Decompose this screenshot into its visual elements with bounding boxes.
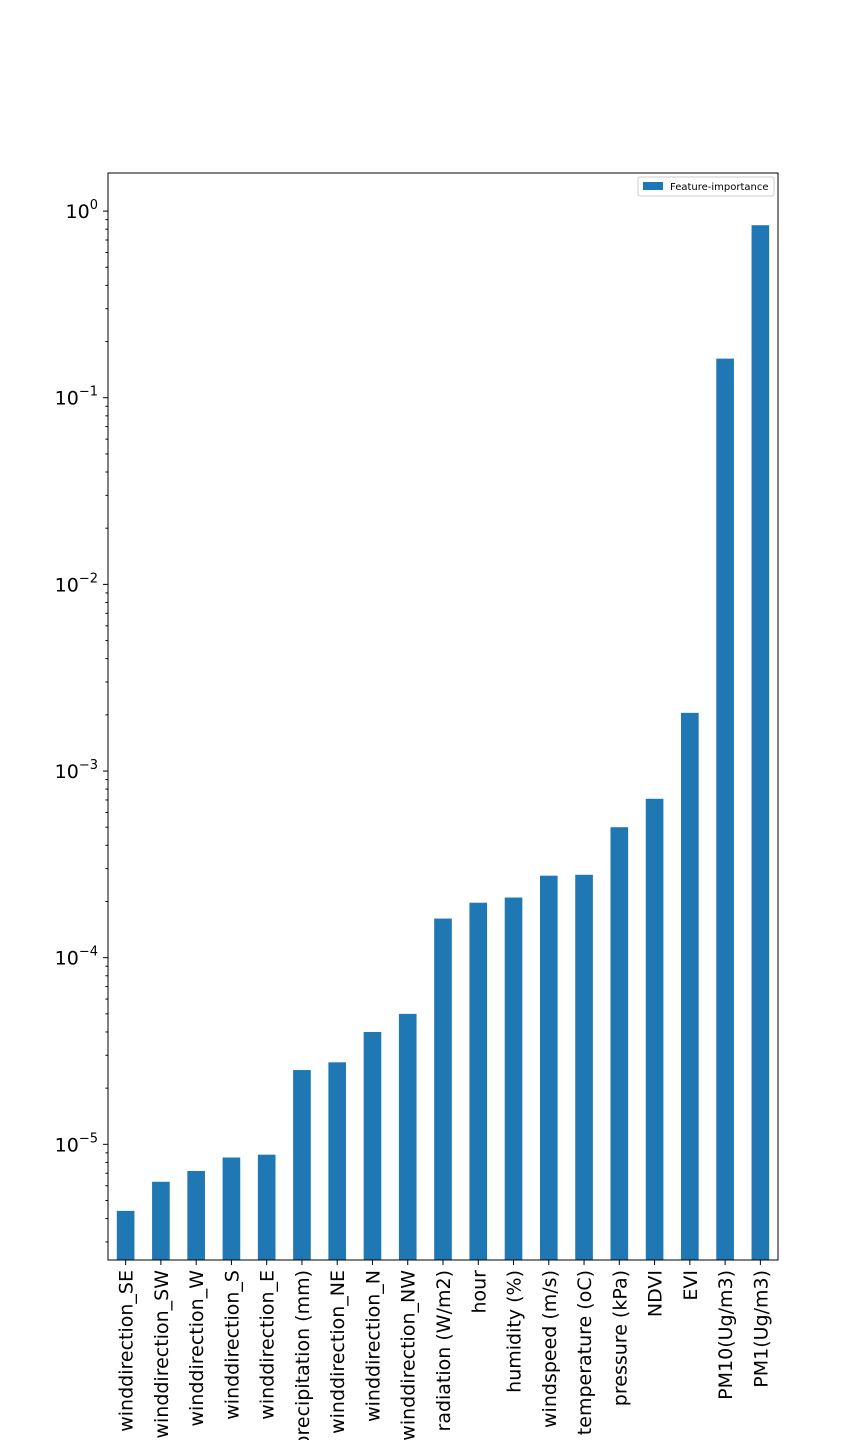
x-tick-label: PM10(Ug/m3): [715, 1270, 737, 1400]
x-tick-label: winddirection_S: [221, 1270, 243, 1420]
x-tick-label: winddirection_W: [186, 1270, 208, 1427]
plot-frame: [107, 172, 779, 1261]
bar: [398, 1013, 417, 1260]
bars-layer: [116, 225, 770, 1260]
x-tick-label: temperature (oC): [574, 1270, 596, 1435]
x-tick-label: radiation (W/m2): [433, 1270, 455, 1431]
y-tick-label: 10−4: [55, 945, 98, 970]
legend-swatch: [643, 182, 663, 190]
x-tick-label: humidity (%): [504, 1270, 526, 1393]
x-tick-label: PM1(Ug/m3): [750, 1270, 772, 1388]
x-tick-label: winddirection_NW: [398, 1270, 420, 1440]
bar: [575, 874, 593, 1260]
legend: Feature-importance: [637, 176, 775, 197]
bar: [257, 1154, 276, 1260]
bar: [328, 1062, 347, 1260]
x-tick-label: winddirection_SW: [151, 1270, 173, 1439]
x-tick-label: windspeed (m/s): [539, 1270, 561, 1428]
bar: [716, 358, 734, 1260]
bar: [504, 897, 523, 1260]
x-tick-label: winddirection_NE: [327, 1270, 349, 1434]
x-tick-label: hour: [468, 1270, 490, 1314]
y-tick-label: 10−1: [55, 385, 98, 410]
bar: [610, 827, 629, 1260]
legend-label: Feature-importance: [670, 182, 769, 193]
bar: [222, 1157, 241, 1260]
x-tick-label: winddirection_N: [362, 1270, 384, 1422]
bar: [469, 902, 488, 1260]
x-axis-ticks: winddirection_SE winddirection_SW winddire…: [116, 1260, 772, 1444]
bar: [187, 1170, 205, 1260]
y-axis-ticks: 10−5 10−4 10−3 10−2 10−1 100: [55, 198, 108, 1243]
legend-box: [637, 176, 775, 197]
bar: [539, 875, 558, 1260]
bar: [152, 1181, 170, 1260]
bar: [116, 1210, 135, 1260]
bar: [751, 225, 770, 1260]
x-tick-label: pressure (kPa): [609, 1270, 631, 1406]
bar: [293, 1070, 311, 1260]
x-tick-label: winddirection_E: [257, 1270, 279, 1420]
bar: [434, 918, 452, 1260]
x-tick-label: NDVI: [645, 1270, 667, 1317]
bar: [645, 798, 664, 1260]
bar: [681, 712, 699, 1260]
y-tick-label: 10−3: [55, 758, 98, 783]
x-tick-label: precipitation (mm): [292, 1270, 314, 1440]
x-tick-label: EVI: [680, 1270, 702, 1301]
x-tick-label: winddirection_SE: [116, 1270, 138, 1432]
y-tick-label: 10−2: [55, 571, 98, 596]
bar: [363, 1031, 382, 1260]
y-tick-label: 100: [66, 198, 98, 223]
y-tick-label: 10−5: [55, 1131, 98, 1156]
